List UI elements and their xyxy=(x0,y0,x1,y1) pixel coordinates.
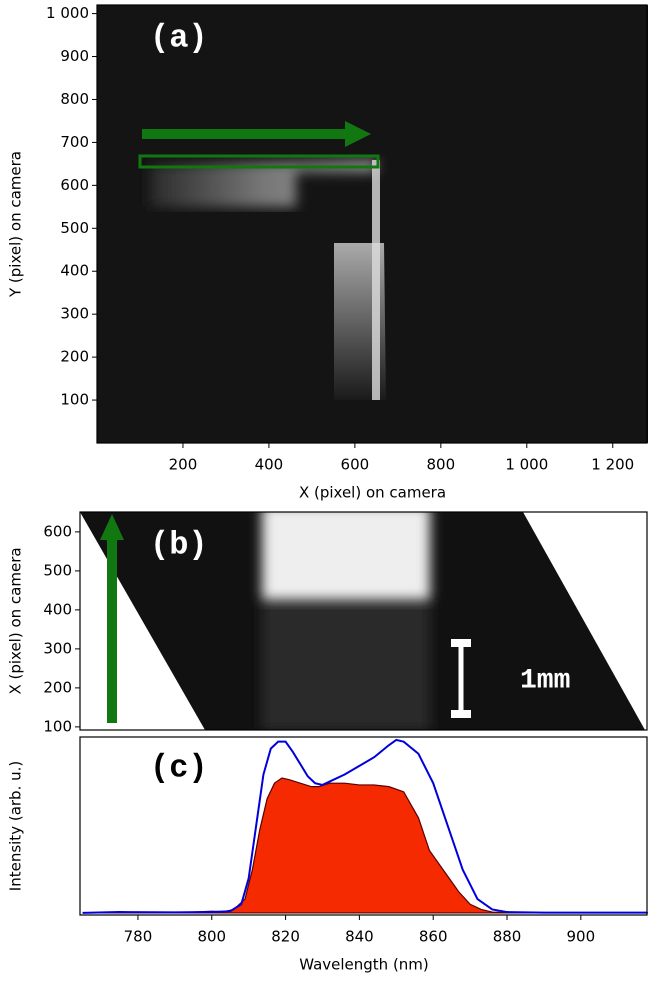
y-tick-label: 400 xyxy=(60,262,89,280)
x-axis-label: X (pixel) on camera xyxy=(299,484,446,502)
x-tick-label: 1 200 xyxy=(591,456,634,474)
y-tick-label: 200 xyxy=(43,678,72,696)
x-tick-label: 600 xyxy=(341,456,370,474)
annotation: (b) xyxy=(150,526,208,563)
y-tick-label: 300 xyxy=(60,305,89,323)
y-tick-label: 1 000 xyxy=(46,4,89,22)
figure: 200 400 600 800 1 000 1 200 100 200 300 400 500 600… xyxy=(0,0,648,983)
area xyxy=(83,778,648,913)
x-tick-label: 400 xyxy=(255,456,284,474)
y-tick-label: 200 xyxy=(60,348,89,366)
y-tick-label: 600 xyxy=(43,522,72,540)
y-tick-label: 900 xyxy=(60,47,89,65)
x-axis-label: Wavelength (nm) xyxy=(299,956,429,974)
y-axis-label: Y (pixel) on camera xyxy=(7,151,25,298)
x-tick-label: 800 xyxy=(427,456,456,474)
y-tick-label: 100 xyxy=(60,391,89,409)
y-tick-label: 100 xyxy=(43,717,72,735)
y-tick-label: 800 xyxy=(60,90,89,108)
annotation: 1mm xyxy=(520,665,570,696)
y-tick-label: 500 xyxy=(43,561,72,579)
x-tick-label: 800 xyxy=(197,928,226,946)
y-tick-label: 600 xyxy=(60,176,89,194)
page: 200 400 600 800 1 000 1 200 100 200 300 400 500 600… xyxy=(0,0,648,983)
y-tick-label: 700 xyxy=(60,133,89,151)
x-tick-label: 900 xyxy=(567,928,596,946)
panel-a-image xyxy=(97,5,648,443)
annotation: (c) xyxy=(150,749,208,786)
y-axis-label: X (pixel) on camera xyxy=(7,547,25,694)
y-tick-label: 500 xyxy=(60,219,89,237)
x-tick-label: 1 000 xyxy=(505,456,548,474)
x-tick-label: 880 xyxy=(493,928,522,946)
x-tick-label: 840 xyxy=(345,928,374,946)
annotation: (a) xyxy=(150,19,208,56)
y-tick-label: 400 xyxy=(43,600,72,618)
x-tick-label: 200 xyxy=(169,456,198,474)
x-tick-label: 860 xyxy=(419,928,448,946)
y-axis-label: Intensity (arb. u.) xyxy=(7,761,25,891)
y-tick-label: 300 xyxy=(43,639,72,657)
x-tick-label: 820 xyxy=(271,928,300,946)
x-tick-label: 780 xyxy=(124,928,153,946)
